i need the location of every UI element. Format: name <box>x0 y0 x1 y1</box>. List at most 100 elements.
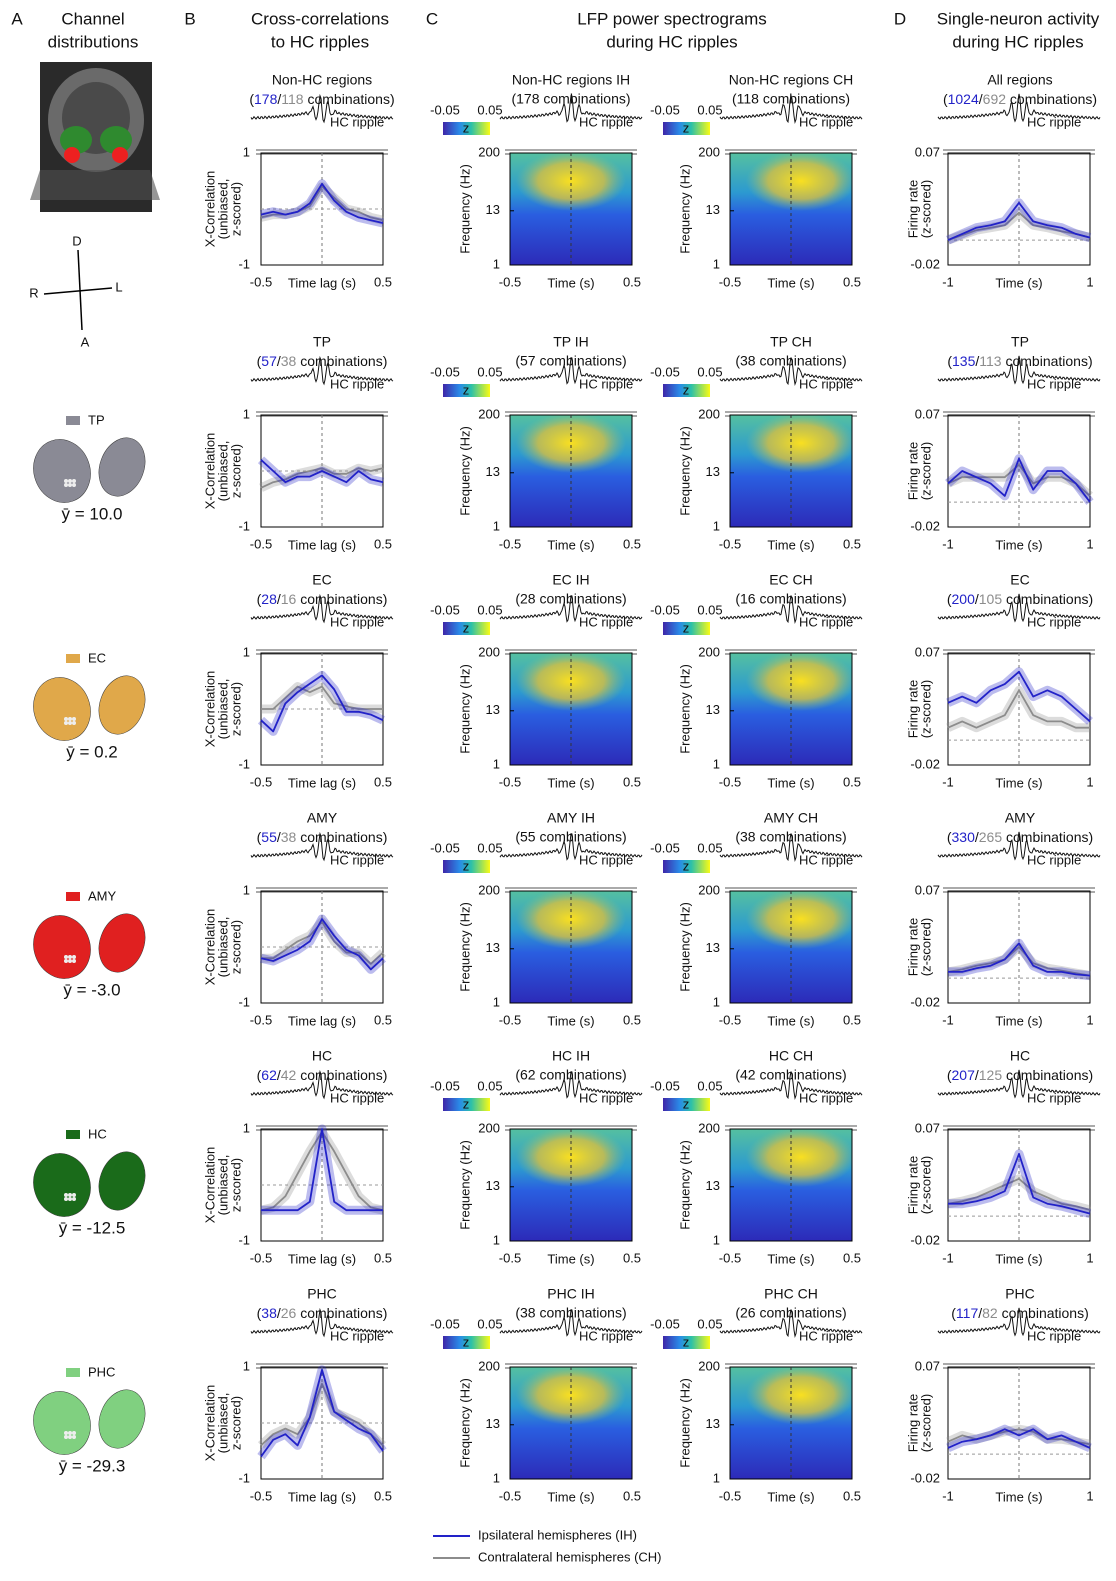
ripple-label: HC ripple <box>330 1328 384 1343</box>
x-axis-label: Time (s) <box>547 1489 594 1504</box>
channel-dot <box>72 959 76 963</box>
x-tick-label: -0.5 <box>250 774 272 789</box>
x-tick-label: -0.5 <box>499 774 521 789</box>
row-title: PHC <box>307 1286 337 1302</box>
colorbar-tick: 0.05 <box>697 840 722 855</box>
panel-title: to HC ripples <box>271 32 369 51</box>
x-axis-label: Time (s) <box>995 1489 1042 1504</box>
channel-dot <box>68 479 72 483</box>
x-axis-label: Time (s) <box>547 775 594 790</box>
x-axis-label: Time (s) <box>767 1489 814 1504</box>
x-tick-label: 1 <box>1086 274 1093 289</box>
combinations-part: 105 <box>979 591 1003 607</box>
combinations-part: combinations) <box>1002 1067 1093 1083</box>
x-tick-label: -1 <box>942 1012 954 1027</box>
row-title: EC <box>312 572 331 588</box>
y-tick-label: -1 <box>238 756 250 771</box>
channel-dot <box>72 1197 76 1201</box>
channel-dot <box>68 955 72 959</box>
x-tick-label: -0.5 <box>719 536 741 551</box>
combinations-part: 38 <box>281 829 297 845</box>
figure: AChanneldistributionsBCross-correlations… <box>0 0 1116 1581</box>
orientation-label: D <box>72 233 81 248</box>
x-tick-label: -1 <box>942 274 954 289</box>
y-tick-label: 1 <box>493 756 500 771</box>
y-tick-label: 13 <box>486 702 500 717</box>
colorbar-label: z <box>463 620 470 635</box>
y-tick-label: 1 <box>243 1358 250 1373</box>
spec-title: HC IH <box>552 1048 590 1064</box>
y-axis-label: Frequency (Hz) <box>457 664 472 754</box>
channel-dot <box>68 1197 72 1201</box>
combinations-part: combinations) <box>296 1067 387 1083</box>
channel-dot <box>72 483 76 487</box>
ripple-label: HC ripple <box>1027 1328 1081 1343</box>
y-tick-label: -1 <box>238 256 250 271</box>
y-axis-label: Frequency (Hz) <box>457 1378 472 1468</box>
ripple-label: HC ripple <box>799 614 853 629</box>
combinations-part: 265 <box>979 829 1003 845</box>
x-tick-label: 0.5 <box>843 1012 861 1027</box>
y-tick-label: 13 <box>706 202 720 217</box>
orientation-label: L <box>115 279 122 294</box>
region-blob <box>25 1383 100 1462</box>
region-blob <box>91 1145 153 1216</box>
spec-title: EC IH <box>552 572 589 588</box>
region-name: HC <box>88 1126 107 1141</box>
colorbar-tick: 0.05 <box>697 1078 722 1093</box>
x-tick-label: 0.5 <box>623 536 641 551</box>
x-tick-label: -1 <box>942 536 954 551</box>
combinations-part: combinations) <box>998 1305 1089 1321</box>
colorbar-tick: -0.05 <box>650 1316 680 1331</box>
x-tick-label: 0.5 <box>374 1012 392 1027</box>
x-tick-label: -0.5 <box>250 1250 272 1265</box>
colorbar-tick: 0.05 <box>697 364 722 379</box>
colorbar-tick: -0.05 <box>430 840 460 855</box>
row-title: AMY <box>307 810 338 826</box>
channel-dot <box>64 483 68 487</box>
region-ybar: ȳ = 0.2 <box>66 742 118 761</box>
y-axis-label: z-scored) <box>228 182 243 236</box>
combinations-part: 26 <box>281 1305 297 1321</box>
channel-dot <box>68 1431 72 1435</box>
y-tick-label: -1 <box>238 994 250 1009</box>
x-tick-label: 0.5 <box>623 1488 641 1503</box>
spec-title: PHC CH <box>764 1286 818 1302</box>
spec-title: PHC IH <box>547 1286 594 1302</box>
x-axis-label: Time (s) <box>767 537 814 552</box>
row-title: PHC <box>1005 1286 1035 1302</box>
colorbar-label: z <box>683 120 690 135</box>
colorbar-tick: 0.05 <box>697 1316 722 1331</box>
y-axis-label: (z-scored) <box>918 180 933 239</box>
combinations-part: combinations) <box>1002 829 1093 845</box>
spec-hot <box>746 651 856 711</box>
combinations-part: 125 <box>979 1067 1003 1083</box>
x-tick-label: 1 <box>1086 1012 1093 1027</box>
combinations-part: combinations) <box>304 91 395 107</box>
x-axis-label: Time (s) <box>547 1251 594 1266</box>
channel-dot <box>64 955 68 959</box>
channel-dot <box>72 479 76 483</box>
y-tick-label: -0.02 <box>910 518 940 533</box>
y-axis-label: Frequency (Hz) <box>457 1140 472 1230</box>
ripple-label: HC ripple <box>579 114 633 129</box>
x-tick-label: 0.5 <box>623 1250 641 1265</box>
panel-letter: C <box>426 9 438 28</box>
y-tick-label: 0.07 <box>915 144 940 159</box>
combinations-part: combinations) <box>296 591 387 607</box>
colorbar-label: z <box>463 1334 470 1349</box>
panel-letter: D <box>894 9 906 28</box>
colorbar-label: z <box>463 382 470 397</box>
region-blob <box>25 907 100 986</box>
spec-hot <box>746 1127 856 1187</box>
ripple-label: HC ripple <box>1027 114 1081 129</box>
panel-letter: B <box>184 9 195 28</box>
colorbar-tick: 0.05 <box>477 364 502 379</box>
x-axis-label: Time (s) <box>995 1251 1042 1266</box>
combinations-part: 117 <box>956 1305 979 1321</box>
x-tick-label: -0.5 <box>250 1488 272 1503</box>
colorbar-tick: -0.05 <box>650 102 680 117</box>
spec-title: AMY CH <box>764 810 818 826</box>
x-axis-label: Time (s) <box>995 775 1042 790</box>
region-blob <box>25 431 100 510</box>
